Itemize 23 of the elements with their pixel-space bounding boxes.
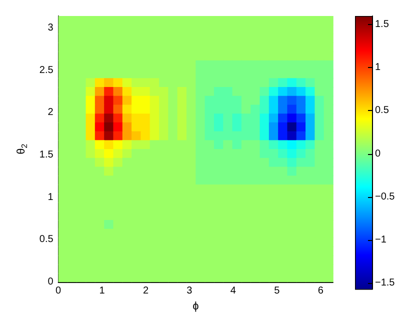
color-bar-label: −0.5 — [375, 191, 396, 202]
color-bar-label: 0.5 — [375, 105, 390, 116]
x-axis-title: ϕ — [192, 300, 199, 312]
x-tick-label: 6 — [318, 286, 324, 297]
y-tick-label: 0.5 — [39, 234, 54, 246]
color-bar-label: 1.5 — [375, 19, 390, 30]
y-tick-label: 3 — [48, 22, 54, 34]
color-bar-label: −1 — [375, 234, 387, 246]
y-tick-label: 2 — [48, 107, 54, 118]
x-tick-label: 0 — [56, 286, 62, 297]
y-tick-label: 0 — [48, 276, 54, 288]
y-axis-title: θ2 — [16, 143, 29, 154]
x-tick-label: 1 — [99, 286, 106, 297]
color-bar-label: 0 — [375, 148, 381, 160]
y-tick-label: 2.5 — [39, 64, 54, 76]
x-tick-label: 5 — [274, 286, 280, 297]
color-bar-label: −1.5 — [375, 277, 396, 288]
x-tick-label: 3 — [186, 286, 193, 297]
y-tick-label: 1.5 — [39, 150, 54, 161]
x-tick-label: 2 — [142, 286, 149, 297]
color-bar-label: 1 — [375, 62, 381, 74]
x-tick-label: 4 — [230, 286, 236, 297]
y-tick-label: 1 — [48, 192, 54, 203]
